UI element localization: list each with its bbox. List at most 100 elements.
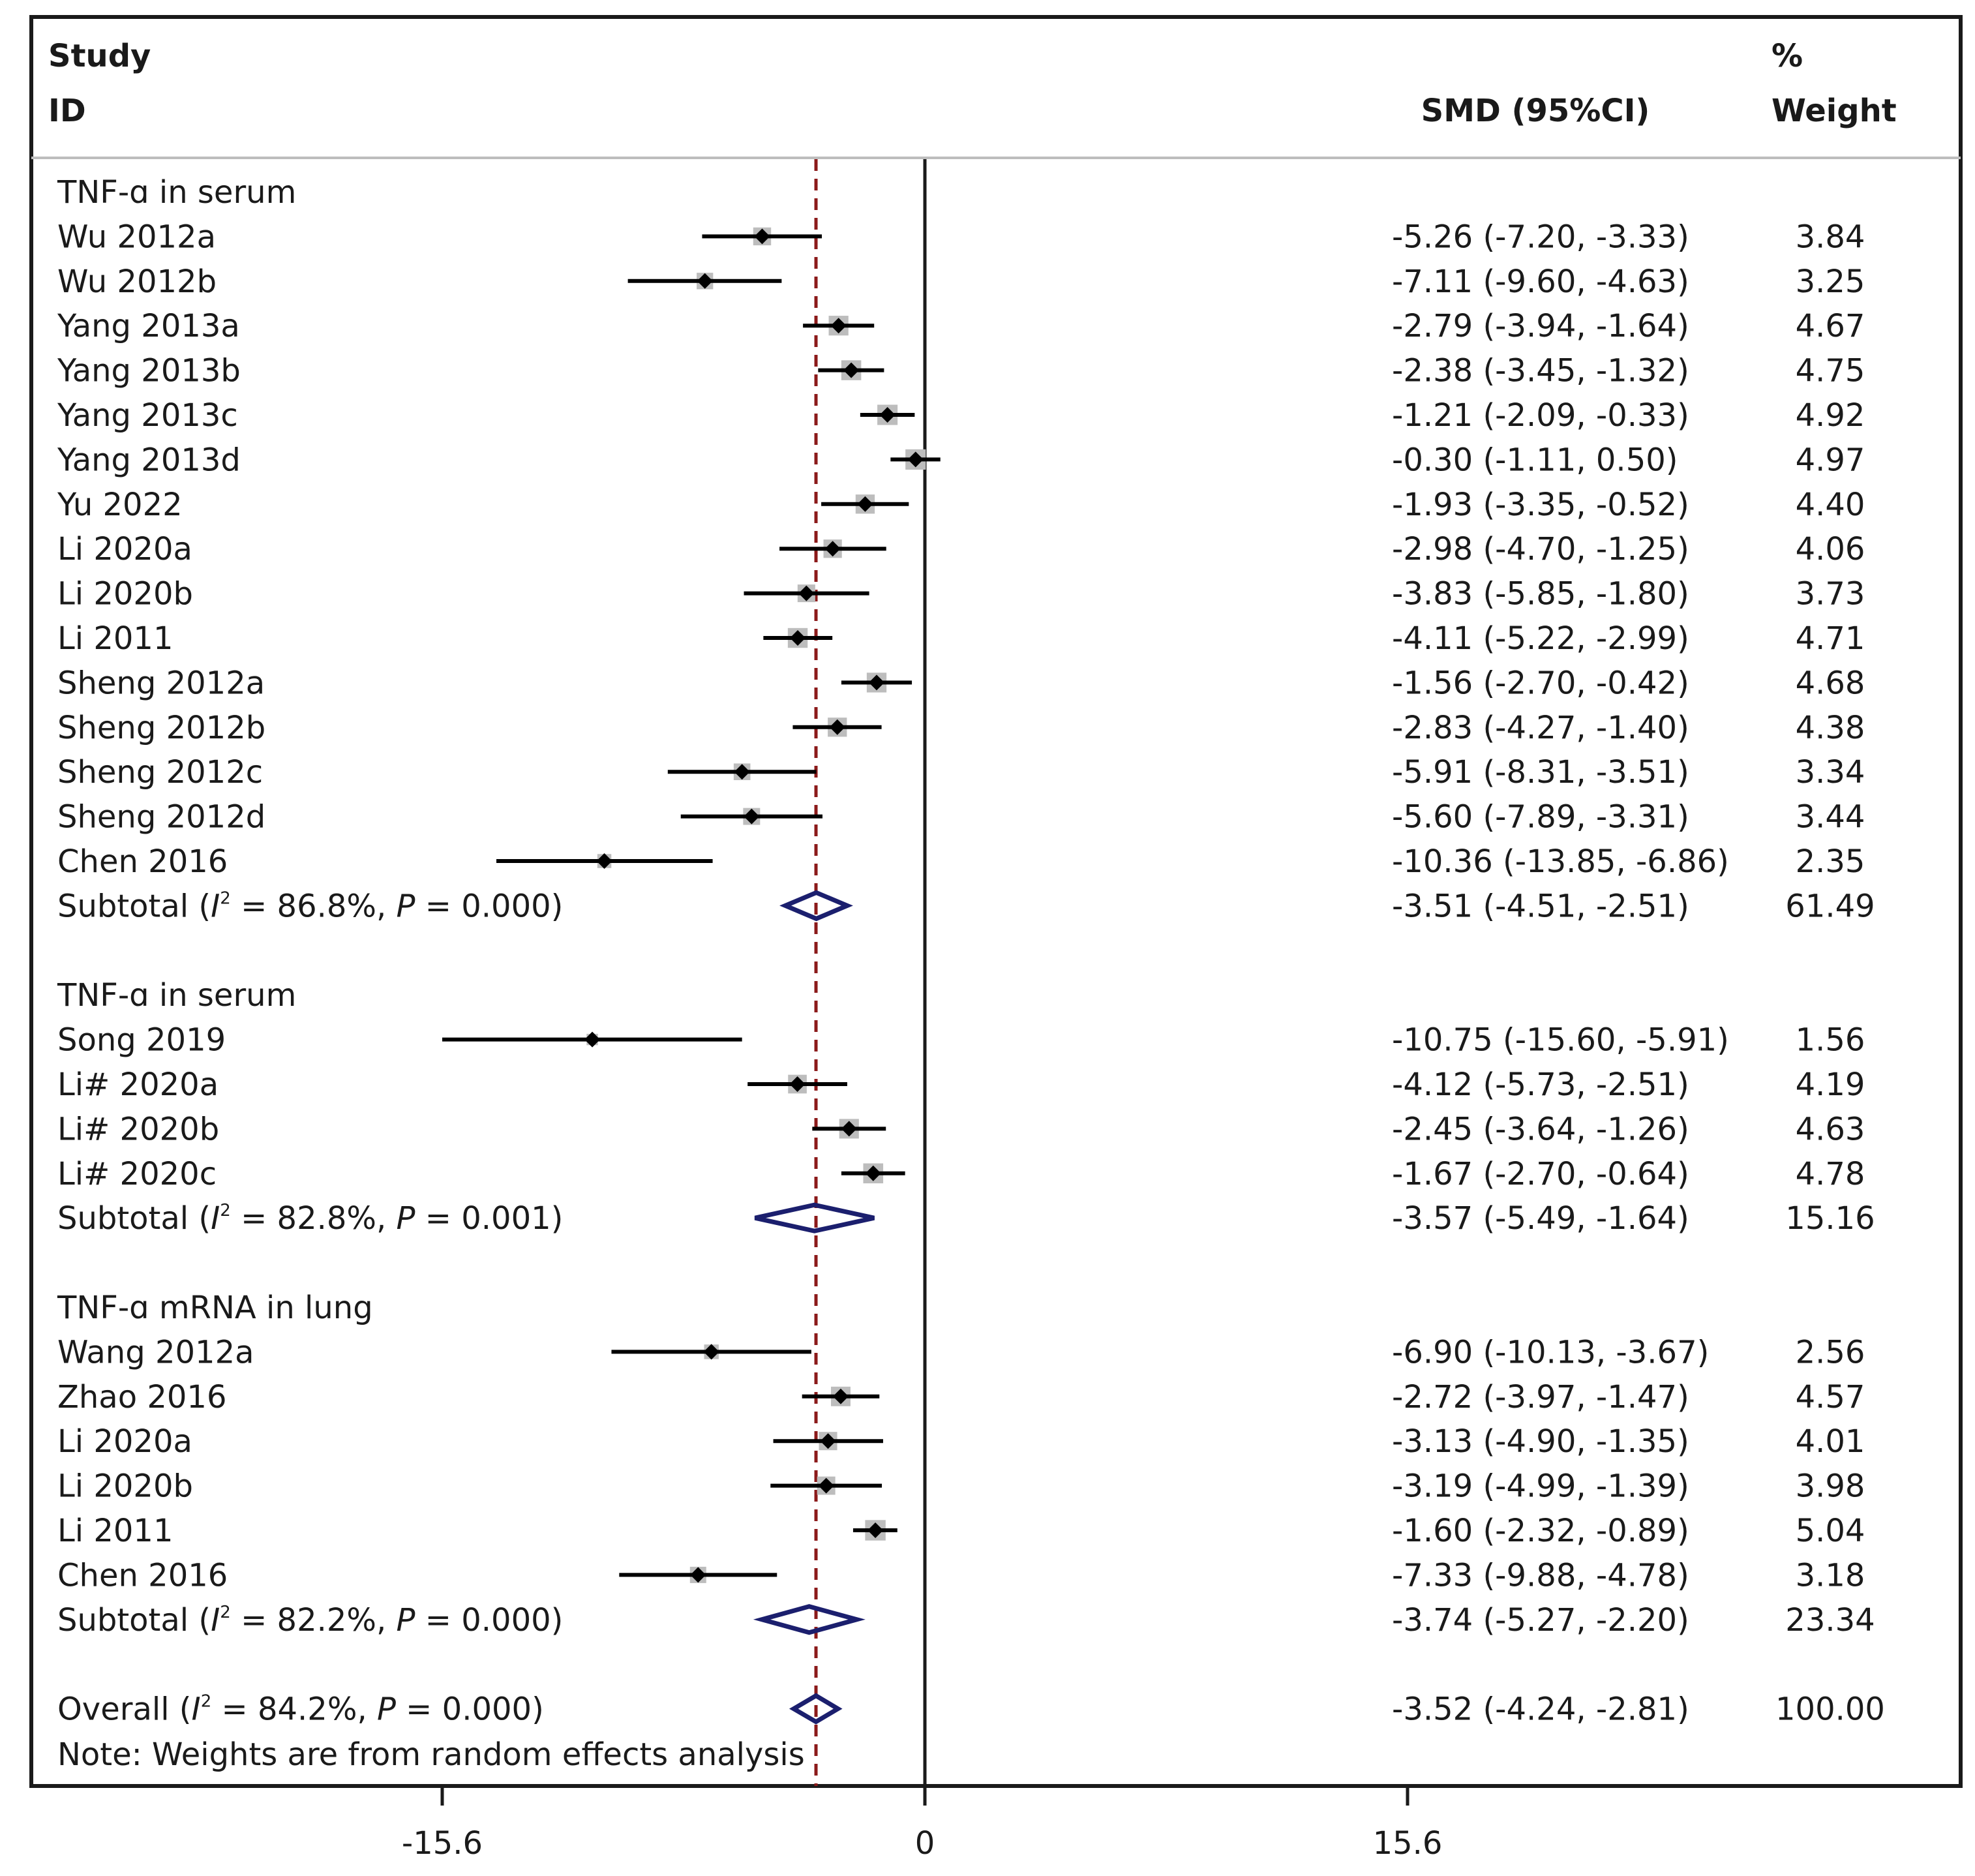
weight-text: 3.34 (1796, 754, 1865, 791)
weight-text: 1.56 (1796, 1022, 1865, 1059)
point-estimate (820, 1433, 836, 1449)
header-percent: % (1771, 38, 1803, 74)
study-label: Li 2020a (57, 531, 192, 567)
point-estimate (832, 1388, 849, 1404)
effect-ci-text: -4.12 (-5.73, -2.51) (1392, 1067, 1689, 1103)
x-tick-label: 0 (915, 1825, 935, 1862)
weight-text: 4.40 (1796, 487, 1865, 523)
effect-ci-text: -10.75 (-15.60, -5.91) (1392, 1022, 1729, 1059)
weight-text: 4.75 (1796, 353, 1865, 389)
point-estimate (690, 1567, 706, 1583)
subtotal-weight-text: 15.16 (1785, 1200, 1875, 1237)
weight-text: 4.63 (1796, 1111, 1865, 1147)
forest-rows: TNF-ɑ in serum Wu 2012a -5.26 (-7.20, -3.3… (57, 174, 1885, 1728)
subtotal-weight-text: 61.49 (1785, 888, 1875, 924)
x-tick-label: 15.6 (1373, 1825, 1443, 1862)
study-label: Li 2020b (57, 576, 193, 613)
weight-text: 4.97 (1796, 442, 1865, 478)
point-estimate (841, 1121, 857, 1137)
effect-ci-text: -2.72 (-3.97, -1.47) (1392, 1379, 1689, 1415)
study-label: Zhao 2016 (57, 1379, 227, 1415)
effect-ci-text: -4.11 (-5.22, -2.99) (1392, 620, 1689, 657)
weight-text: 3.18 (1796, 1557, 1865, 1594)
study-label: Yu 2022 (57, 487, 183, 523)
subtotal-weight-text: 23.34 (1785, 1602, 1875, 1639)
effect-ci-text: -3.83 (-5.85, -1.80) (1392, 576, 1689, 613)
point-estimate (754, 228, 770, 245)
study-label: Wu 2012b (57, 264, 217, 300)
subtotal-diamond (779, 890, 853, 922)
study-label: Yang 2013a (57, 308, 240, 344)
effect-ci-text: -5.26 (-7.20, -3.33) (1392, 219, 1689, 255)
weight-text: 4.92 (1796, 397, 1865, 434)
effect-ci-text: -7.11 (-9.60, -4.63) (1392, 264, 1689, 300)
weight-text: 3.44 (1796, 799, 1865, 836)
effect-ci-text: -2.38 (-3.45, -1.32) (1392, 353, 1689, 389)
point-estimate (867, 1522, 884, 1538)
study-label: Sheng 2012a (57, 665, 265, 701)
effect-ci-text: -2.83 (-4.27, -1.40) (1392, 710, 1689, 746)
effect-ci-text: -1.93 (-3.35, -0.52) (1392, 487, 1689, 523)
effect-ci-text: -0.30 (-1.11, 0.50) (1392, 442, 1678, 478)
point-estimate (703, 1344, 719, 1360)
effect-ci-text: -3.19 (-4.99, -1.39) (1392, 1468, 1689, 1505)
study-label: Song 2019 (57, 1022, 226, 1059)
header-id: ID (48, 93, 86, 129)
effect-ci-text: -1.67 (-2.70, -0.64) (1392, 1156, 1689, 1192)
overall-diamond (789, 1693, 843, 1725)
weight-text: 2.56 (1796, 1334, 1865, 1370)
subtotal-label: Subtotal (I2 = 82.8%, P = 0.001) (57, 1200, 563, 1237)
effect-ci-text: -1.60 (-2.32, -0.89) (1392, 1513, 1689, 1549)
study-label: Li# 2020b (57, 1111, 219, 1147)
weight-text: 5.04 (1796, 1513, 1865, 1549)
effect-ci-text: -6.90 (-10.13, -3.67) (1392, 1334, 1709, 1370)
subtotal-label: Subtotal (I2 = 82.2%, P = 0.000) (57, 1602, 563, 1639)
study-label: Sheng 2012b (57, 710, 265, 746)
weight-text: 4.71 (1796, 620, 1865, 657)
weight-text: 3.25 (1796, 264, 1865, 300)
study-label: Yang 2013b (57, 353, 241, 389)
point-estimate (865, 1165, 881, 1181)
effect-ci-text: -7.33 (-9.88, -4.78) (1392, 1557, 1689, 1594)
weight-text: 4.38 (1796, 710, 1865, 746)
overall-ci-text: -3.52 (-4.24, -2.81) (1392, 1691, 1689, 1728)
weight-text: 4.68 (1796, 665, 1865, 701)
effect-ci-text: -1.56 (-2.70, -0.42) (1392, 665, 1689, 701)
group-label: TNF-ɑ in serum (57, 174, 296, 211)
subtotal-label: Subtotal (I2 = 86.8%, P = 0.000) (57, 888, 563, 924)
point-estimate (584, 1031, 601, 1048)
study-label: Yang 2013d (57, 442, 241, 478)
header-effect: SMD (95%CI) (1421, 93, 1650, 129)
point-estimate (829, 719, 845, 735)
point-estimate (857, 496, 873, 512)
weight-text: 3.98 (1796, 1468, 1865, 1505)
point-estimate (744, 808, 760, 825)
study-label: Chen 2016 (57, 1557, 228, 1594)
effect-ci-text: -1.21 (-2.09, -0.33) (1392, 397, 1689, 434)
study-label: Li 2011 (57, 620, 173, 657)
group-label: TNF-ɑ mRNA in lung (57, 1290, 373, 1326)
point-estimate (798, 585, 815, 601)
effect-ci-text: -5.91 (-8.31, -3.51) (1392, 754, 1689, 791)
point-estimate (697, 273, 713, 289)
point-estimate (869, 674, 884, 691)
overall-label: Overall (I2 = 84.2%, P = 0.000) (57, 1691, 544, 1728)
study-label: Li 2020a (57, 1423, 192, 1460)
x-axis: -15.6 0 15.6 (402, 1786, 1443, 1862)
effect-ci-text: -10.36 (-13.85, -6.86) (1392, 843, 1729, 880)
point-estimate (790, 630, 806, 646)
study-label: Yang 2013c (57, 397, 238, 434)
study-label: Li# 2020a (57, 1067, 219, 1103)
subtotal-ci-text: -3.51 (-4.51, -2.51) (1392, 888, 1689, 924)
group-label: TNF-ɑ in serum (57, 977, 296, 1014)
study-label: Sheng 2012d (57, 799, 265, 836)
subtotal-ci-text: -3.74 (-5.27, -2.20) (1392, 1602, 1689, 1639)
study-label: Li# 2020c (57, 1156, 217, 1192)
study-label: Wu 2012a (57, 219, 216, 255)
weight-text: 4.19 (1796, 1067, 1865, 1103)
point-estimate (789, 1076, 806, 1092)
weight-text: 2.35 (1796, 843, 1865, 880)
study-label: Li 2020b (57, 1468, 193, 1505)
weight-text: 4.01 (1796, 1423, 1865, 1460)
study-label: Chen 2016 (57, 843, 228, 880)
